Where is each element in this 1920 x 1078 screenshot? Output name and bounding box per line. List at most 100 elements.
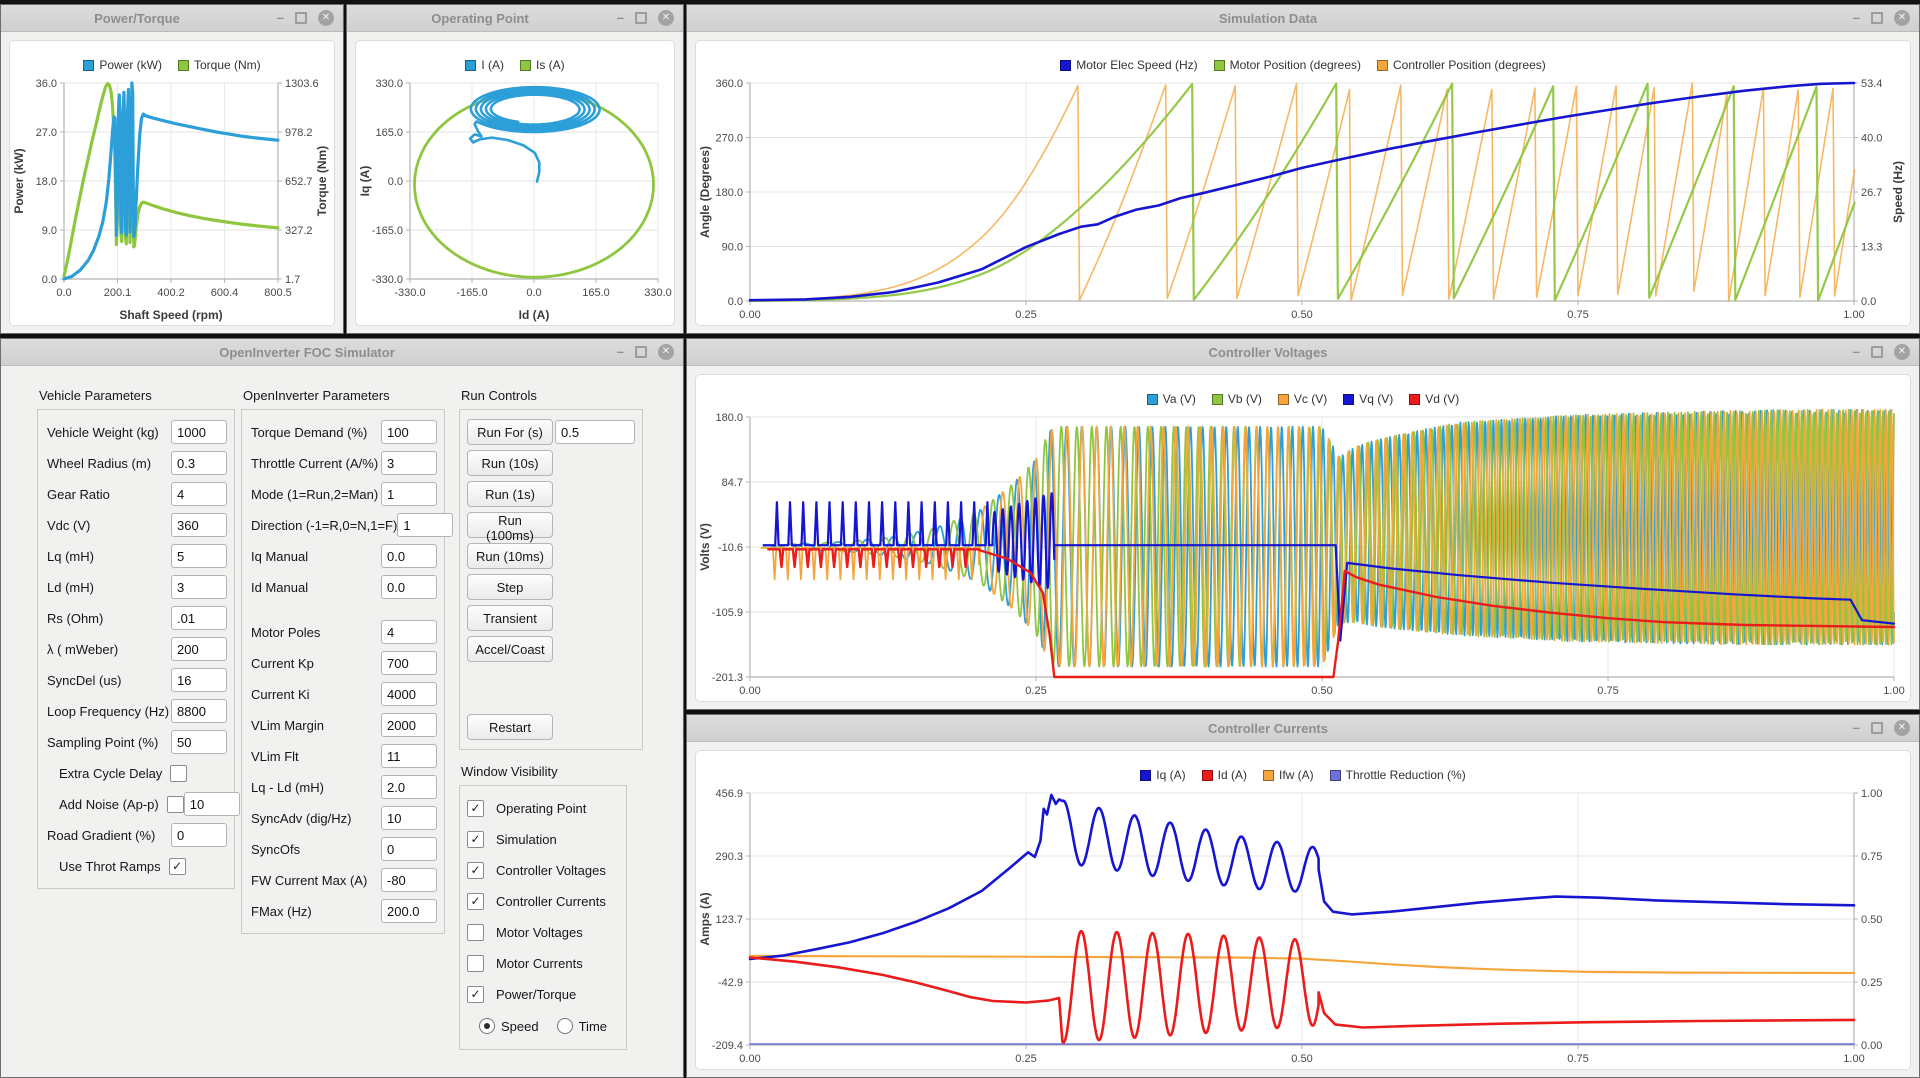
run-button-row: Run (100ms) (467, 512, 635, 543)
field-checkbox[interactable]: ✓ (168, 857, 186, 875)
visibility-checkbox[interactable]: ✓ (467, 892, 484, 910)
visibility-checkbox[interactable]: ✓ (467, 861, 484, 879)
minimize-icon[interactable]: – (616, 344, 624, 359)
visibility-row: Motor Voltages (467, 919, 619, 945)
close-icon[interactable]: ✕ (658, 344, 674, 360)
restore-icon[interactable] (635, 346, 647, 358)
titlebar-operating-point[interactable]: Operating Point – ✕ (347, 5, 683, 32)
field-label: Lq (mH) (47, 548, 94, 564)
field-input[interactable] (171, 668, 227, 692)
field-input[interactable] (381, 744, 437, 768)
field-input[interactable] (171, 699, 227, 723)
visibility-checkbox[interactable]: ✓ (467, 799, 484, 817)
svg-text:456.9: 456.9 (715, 788, 743, 800)
field-input[interactable] (381, 899, 437, 923)
field-input[interactable] (381, 420, 437, 444)
field-input[interactable] (171, 482, 227, 506)
legend-label: Va (V) (1162, 392, 1196, 406)
restore-icon[interactable] (295, 12, 307, 24)
field-checkbox[interactable] (166, 795, 184, 813)
run-button[interactable]: Run (1s) (467, 481, 553, 507)
field-input[interactable] (171, 606, 227, 630)
field-input[interactable] (381, 544, 437, 568)
chart-svg: -330.0 -165.0 0.0 165.0 330.0 -330.0 -165.0 0.0… (358, 78, 672, 322)
field-input[interactable] (171, 730, 227, 754)
close-icon[interactable]: ✕ (1894, 344, 1910, 360)
run-button[interactable]: Run (10s) (467, 450, 553, 476)
minimize-icon[interactable]: – (1852, 10, 1860, 25)
series-ifw-a- (748, 954, 1856, 975)
close-icon[interactable]: ✕ (658, 10, 674, 26)
minimize-icon[interactable]: – (1852, 344, 1860, 359)
minimize-icon[interactable]: – (1852, 720, 1860, 735)
svg-text:Torque (Nm): Torque (Nm) (315, 146, 329, 216)
window-controller-voltages: Controller Voltages – ✕ Va (V) Vb (V) Vc (… (686, 338, 1920, 710)
field-input[interactable] (381, 806, 437, 830)
restore-icon[interactable] (1871, 12, 1883, 24)
legend-item: Id (A) (1201, 768, 1247, 782)
run-for-input[interactable] (555, 420, 635, 444)
field-input[interactable] (381, 682, 437, 706)
titlebar-simulation-data[interactable]: Simulation Data – ✕ (687, 5, 1919, 32)
restore-icon[interactable] (635, 12, 647, 24)
field-input[interactable] (381, 837, 437, 861)
field-row: Lq (mH) (45, 543, 227, 569)
titlebar-controller-currents[interactable]: Controller Currents – ✕ (687, 715, 1919, 742)
field-input[interactable] (171, 420, 227, 444)
titlebar-controller-voltages[interactable]: Controller Voltages – ✕ (687, 339, 1919, 366)
close-icon[interactable]: ✕ (318, 10, 334, 26)
field-input[interactable] (171, 544, 227, 568)
chart-legend: Va (V) Vb (V) Vc (V) Vq (V) Vd (V) (696, 375, 1910, 409)
minimize-icon[interactable]: – (276, 10, 284, 25)
legend-label: Motor Elec Speed (Hz) (1076, 58, 1198, 72)
run-button[interactable]: Step (467, 574, 553, 600)
run-button[interactable]: Run (10ms) (467, 543, 553, 569)
field-input[interactable] (381, 868, 437, 892)
field-input[interactable] (381, 775, 437, 799)
field-input[interactable] (183, 792, 240, 816)
visibility-checkbox[interactable] (467, 923, 484, 941)
run-button[interactable]: Run (100ms) (467, 512, 553, 543)
field-input[interactable] (171, 513, 227, 537)
titlebar-power-torque[interactable]: Power/Torque – ✕ (1, 5, 343, 32)
run-button[interactable]: Accel/Coast (467, 636, 553, 662)
field-input[interactable] (171, 575, 227, 599)
field-input[interactable] (381, 620, 437, 644)
field-input[interactable] (171, 451, 227, 475)
field-input[interactable] (381, 575, 437, 599)
minimize-icon[interactable]: – (616, 10, 624, 25)
field-input[interactable] (381, 482, 437, 506)
visibility-checkbox[interactable] (467, 954, 484, 972)
run-for-button[interactable]: Run For (s) (467, 419, 553, 445)
legend-item: Power (kW) (83, 58, 162, 72)
close-icon[interactable]: ✕ (1894, 10, 1910, 26)
run-button[interactable]: Transient (467, 605, 553, 631)
field-checkbox[interactable] (170, 764, 188, 782)
series-vd-v- (767, 548, 1896, 679)
svg-text:0.0: 0.0 (388, 176, 403, 188)
field-input[interactable] (171, 823, 227, 847)
visibility-checkbox[interactable]: ✓ (467, 985, 484, 1003)
restore-icon[interactable] (1871, 722, 1883, 734)
restart-button[interactable]: Restart (467, 714, 553, 740)
run-button-row: Run (10ms) (467, 543, 635, 569)
radio-time[interactable] (556, 1018, 573, 1034)
radio-speed[interactable] (479, 1018, 495, 1034)
svg-text:Id (A): Id (A) (519, 308, 550, 322)
close-icon[interactable]: ✕ (1894, 720, 1910, 736)
series-i-a- (468, 85, 601, 183)
field-input[interactable] (381, 713, 437, 737)
chart-svg: 0.0 0.0 90.0 13.3 180.0 26.7 270.0 40.0 360.0 53.… (698, 78, 1905, 321)
legend-item: Vb (V) (1211, 392, 1262, 406)
visibility-checkbox[interactable]: ✓ (467, 830, 484, 848)
field-input[interactable] (381, 451, 437, 475)
field-label: Gear Ratio (47, 486, 110, 502)
window-title: Operating Point (431, 10, 529, 26)
titlebar-foc-simulator[interactable]: OpenInverter FOC Simulator – ✕ (1, 339, 683, 366)
field-input[interactable] (171, 637, 227, 661)
restore-icon[interactable] (1871, 346, 1883, 358)
field-input[interactable] (397, 513, 454, 537)
field-input[interactable] (381, 651, 437, 675)
svg-text:0.0: 0.0 (42, 274, 57, 286)
